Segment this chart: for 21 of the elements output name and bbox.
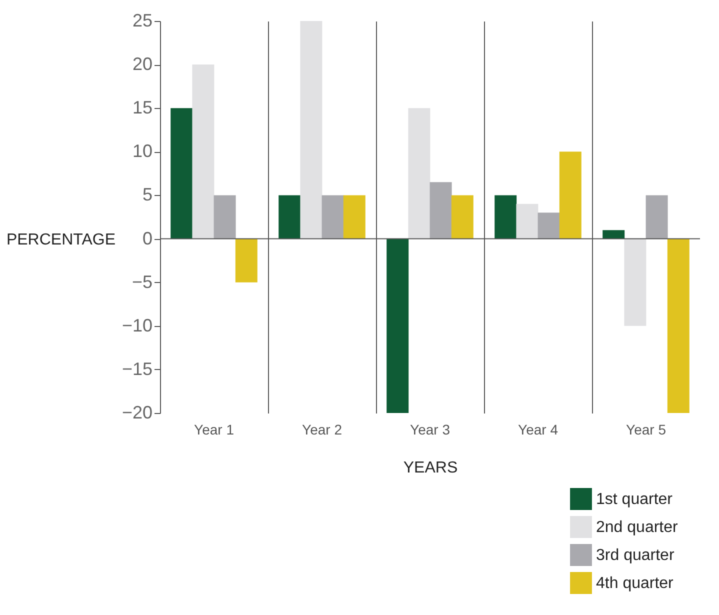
x-axis-title: YEARS [403, 460, 458, 476]
y-tick-label: 20 [132, 54, 152, 74]
x-tick-label: Year 3 [410, 422, 450, 438]
y-tick-label: 10 [132, 141, 152, 162]
y-axis-title: PERCENTAGE [6, 231, 116, 248]
y-tick-label: 5 [142, 184, 152, 205]
x-tick-label: Year 1 [194, 422, 234, 438]
legend-label: 3rd quarter [596, 547, 675, 564]
x-tick-label: Year 5 [626, 422, 666, 438]
y-tick-label: −15 [122, 358, 152, 379]
legend-label: 4th quarter [596, 575, 674, 592]
x-tick-label: Year 4 [518, 422, 558, 438]
y-tick-label: −10 [122, 315, 152, 336]
legend-label: 1st quarter [596, 491, 674, 508]
y-tick-label: −5 [132, 272, 152, 292]
y-tick-label: 25 [132, 10, 152, 30]
y-tick-label: −20 [122, 402, 152, 422]
legend-label: 2nd quarter [596, 519, 679, 536]
x-tick-label: Year 2 [302, 422, 342, 438]
y-tick-label: 0 [142, 228, 152, 248]
y-tick-label: 15 [132, 98, 152, 118]
